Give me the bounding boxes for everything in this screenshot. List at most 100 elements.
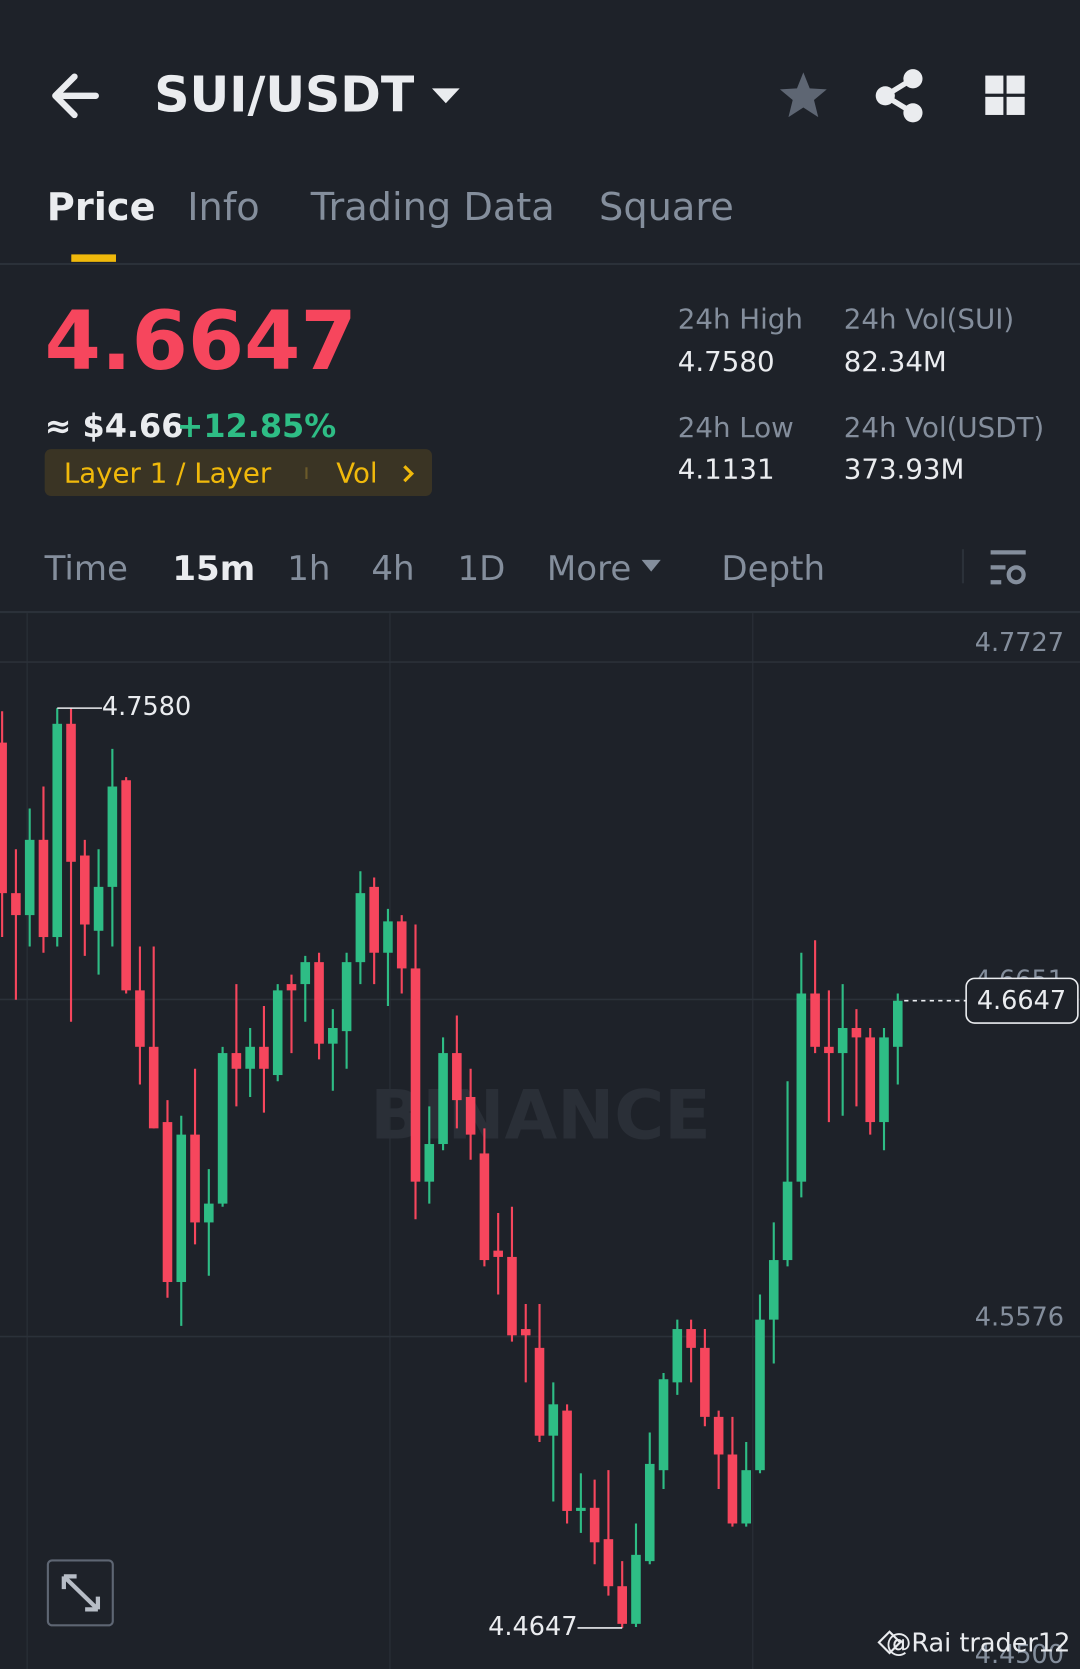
stat-label: 24h Vol(SUI) [844, 302, 1014, 335]
candle-body [782, 1181, 793, 1261]
candle-body [369, 886, 379, 953]
tag-separator [305, 467, 308, 479]
tab[interactable]: Square [599, 185, 734, 230]
candle-body [0, 742, 7, 894]
last-price: 4.6647 [45, 295, 357, 389]
candle-body [245, 1046, 255, 1069]
candle-body [892, 1000, 903, 1047]
candle-body [24, 839, 35, 916]
candle-body [341, 962, 352, 1032]
candle-body [424, 1144, 435, 1182]
tag-box[interactable] [44, 449, 432, 497]
candle-body [217, 1053, 228, 1204]
y-tick-label: 4.5576 [975, 1302, 1064, 1332]
candle-body [755, 1319, 765, 1471]
stat-value: 373.93M [844, 452, 965, 485]
candle-body [576, 1507, 586, 1511]
credit: @Rai trader12 [886, 1629, 1071, 1659]
expand-button[interactable] [46, 1559, 114, 1627]
y-tick-label: 4.7727 [975, 628, 1064, 658]
candle-body [589, 1507, 600, 1543]
tab[interactable]: Price [47, 185, 156, 230]
candle-body [713, 1416, 724, 1455]
v-grid-line [26, 613, 28, 1669]
tag[interactable]: Layer 1 / Layer [64, 457, 272, 490]
back-button[interactable] [52, 73, 99, 119]
interval[interactable]: Time [44, 549, 128, 589]
tab[interactable]: Trading Data [310, 185, 555, 230]
stat-value: 82.34M [844, 345, 947, 378]
candle-body [107, 786, 118, 887]
grid-cell[interactable] [1006, 96, 1025, 115]
candle-body [438, 1053, 448, 1145]
candle-body [80, 855, 90, 925]
stat-label: 24h High [678, 302, 803, 335]
stat-value: 4.7580 [678, 345, 775, 378]
candle-body [204, 1203, 214, 1223]
candle-body [465, 1096, 476, 1135]
divider [961, 549, 965, 584]
chart-settings-icon[interactable] [990, 550, 1026, 585]
grid-cell[interactable] [985, 75, 1004, 94]
interval[interactable]: 15m [172, 549, 255, 589]
grid-icon[interactable] [985, 75, 1025, 115]
candle-body [865, 1037, 876, 1123]
candle-body [672, 1329, 683, 1383]
candle-body [286, 984, 297, 991]
candle-body [452, 1053, 462, 1101]
last-price-box [965, 977, 1079, 1024]
back-arrow[interactable] [52, 73, 99, 119]
share-link[interactable] [883, 76, 915, 116]
interval[interactable]: 4h [371, 549, 414, 589]
tab[interactable]: Info [187, 185, 259, 230]
v-grid-line [389, 613, 391, 1669]
favorite-icon[interactable] [779, 72, 827, 118]
candle-body [741, 1470, 751, 1524]
candle-body [231, 1053, 242, 1069]
candle-body [93, 886, 104, 931]
candle-body [520, 1329, 531, 1336]
candle-body [383, 921, 393, 953]
pair-title[interactable]: SUI/USDT [154, 66, 415, 123]
divider [0, 610, 1080, 614]
candle-body [52, 723, 63, 938]
expand-icon[interactable] [61, 1574, 101, 1612]
candle-body [534, 1347, 545, 1436]
last-price-label: 4.6647 [977, 986, 1066, 1016]
interval[interactable]: More [547, 549, 631, 589]
share-icon[interactable] [875, 69, 923, 123]
settings-gear[interactable] [1006, 565, 1026, 585]
tag-chevron[interactable] [403, 465, 415, 483]
candle-body [259, 1046, 269, 1069]
candle-body [686, 1329, 696, 1348]
candle-body [796, 993, 807, 1182]
candle-body [617, 1586, 627, 1624]
candle-body [810, 993, 820, 1047]
candle-body [190, 1134, 200, 1223]
interval[interactable]: 1h [287, 549, 330, 589]
candle-body [700, 1347, 710, 1417]
pair-caret[interactable] [432, 88, 460, 104]
candle-body [644, 1463, 655, 1562]
candle-body [176, 1134, 187, 1283]
candle-body [410, 968, 421, 1182]
candle-body [11, 893, 21, 916]
candle-body [396, 921, 407, 969]
candle-body [493, 1250, 503, 1257]
candle-body [879, 1037, 889, 1123]
candle-body [603, 1539, 614, 1587]
grid-cell[interactable] [1006, 75, 1025, 94]
grid-cell[interactable] [985, 96, 1004, 115]
interval[interactable]: 1D [458, 549, 506, 589]
interval[interactable]: Depth [721, 549, 825, 589]
settings-lines[interactable] [990, 550, 1026, 585]
candle-body [768, 1260, 779, 1320]
more-caret[interactable] [641, 559, 661, 572]
candle-body [479, 1153, 490, 1261]
watermark: BINANCE [370, 1076, 710, 1155]
candle-body [148, 1046, 159, 1129]
candle-body [824, 1046, 834, 1054]
tag[interactable]: Vol [336, 457, 377, 490]
candle-body [631, 1554, 641, 1624]
